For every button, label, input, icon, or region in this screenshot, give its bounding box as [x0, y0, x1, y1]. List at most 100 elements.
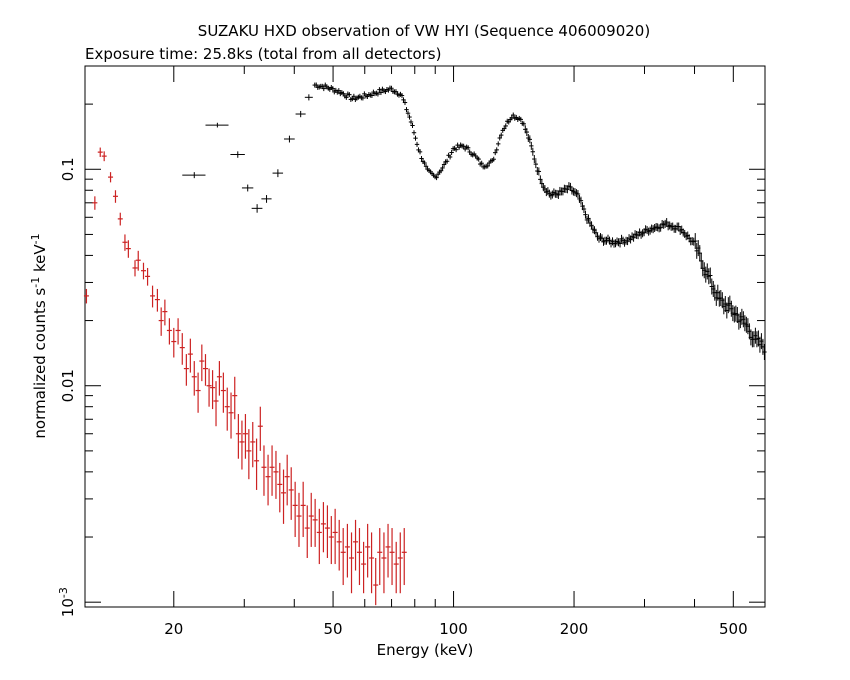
data-point — [411, 130, 417, 136]
data-point — [108, 172, 114, 183]
data-point — [281, 469, 287, 524]
data-point — [283, 135, 295, 143]
data-point — [83, 288, 89, 304]
data-point — [304, 94, 313, 101]
data-point — [369, 532, 375, 594]
data-point — [521, 121, 526, 127]
data-point — [404, 107, 409, 113]
data-point — [365, 523, 371, 578]
data-point — [328, 516, 334, 565]
data-point — [530, 147, 536, 156]
data-point — [195, 372, 201, 413]
data-point — [422, 160, 427, 166]
data-point — [491, 156, 496, 162]
data-point — [112, 190, 118, 203]
data-point — [536, 167, 542, 176]
data-point — [220, 372, 226, 413]
y-label-main: normalized counts s — [31, 288, 49, 439]
data-point — [407, 114, 412, 120]
data-point — [228, 392, 234, 439]
data-point — [399, 93, 405, 99]
y-tick-label: 0.01 — [59, 369, 77, 402]
y-label-exp2: -1 — [29, 233, 42, 244]
data-point — [578, 196, 584, 205]
data-point — [532, 155, 537, 164]
y-tick-label: 0.1 — [59, 157, 77, 181]
data-point — [496, 141, 501, 147]
data-point — [239, 420, 245, 470]
data-point — [393, 89, 399, 95]
data-point — [330, 86, 335, 92]
data-point — [145, 267, 151, 286]
data-point — [494, 147, 499, 153]
data-point — [617, 239, 623, 248]
data-point — [230, 151, 245, 158]
data-point — [235, 414, 241, 459]
data-point — [336, 88, 342, 94]
data-point — [497, 135, 502, 141]
data-point — [423, 163, 429, 169]
data-point — [269, 445, 275, 496]
data-point — [321, 86, 326, 92]
data-point — [417, 149, 423, 155]
data-point — [401, 97, 406, 103]
axis-tick-labels: 20 50 100 200 500 0.1 0.01 10-3 — [57, 157, 748, 638]
data-point — [257, 406, 263, 451]
data-point — [375, 91, 381, 97]
data-point — [438, 168, 444, 174]
data-point — [556, 190, 561, 199]
data-point — [353, 519, 359, 571]
data-point — [444, 158, 450, 164]
data-point — [434, 175, 439, 181]
data-point — [408, 119, 414, 125]
data-point — [140, 262, 146, 280]
data-point — [762, 344, 767, 361]
data-point — [216, 361, 222, 396]
data-point — [166, 318, 172, 345]
data-point — [175, 318, 181, 345]
data-point — [465, 145, 471, 151]
data-point — [485, 163, 490, 169]
data-point — [502, 126, 507, 132]
x-tick-label: 100 — [439, 620, 468, 638]
data-point — [347, 92, 352, 98]
data-point — [336, 519, 342, 571]
data-point — [284, 454, 290, 506]
data-point — [246, 429, 252, 480]
x-tick-label: 20 — [164, 620, 183, 638]
data-point — [135, 250, 141, 271]
data-point — [461, 143, 466, 149]
data-point — [162, 299, 168, 326]
data-point — [242, 414, 248, 459]
data-point — [316, 508, 322, 565]
data-point — [344, 523, 350, 578]
data-point — [292, 481, 298, 538]
data-point — [308, 492, 314, 547]
data-point — [533, 160, 539, 169]
data-point — [202, 354, 208, 386]
data-point — [101, 151, 107, 162]
data-point — [210, 370, 216, 410]
data-point — [503, 123, 508, 129]
data-point — [583, 210, 588, 219]
data-point — [499, 132, 504, 138]
axis-ticks — [85, 66, 766, 607]
data-point — [182, 172, 206, 179]
data-point — [440, 165, 445, 171]
y-tick-label: 10-3 — [57, 587, 77, 617]
data-point — [389, 528, 395, 586]
data-point — [447, 154, 453, 160]
black-series — [182, 82, 767, 361]
data-point — [676, 222, 681, 231]
data-point — [251, 204, 263, 213]
data-point — [397, 532, 403, 594]
data-point — [265, 454, 271, 506]
data-point — [361, 541, 367, 594]
data-point — [179, 333, 185, 365]
data-point — [414, 141, 420, 147]
data-point — [92, 196, 98, 210]
data-point — [206, 368, 212, 407]
data-point — [117, 212, 123, 226]
x-tick-label: 500 — [719, 620, 748, 638]
red-series — [83, 147, 407, 606]
